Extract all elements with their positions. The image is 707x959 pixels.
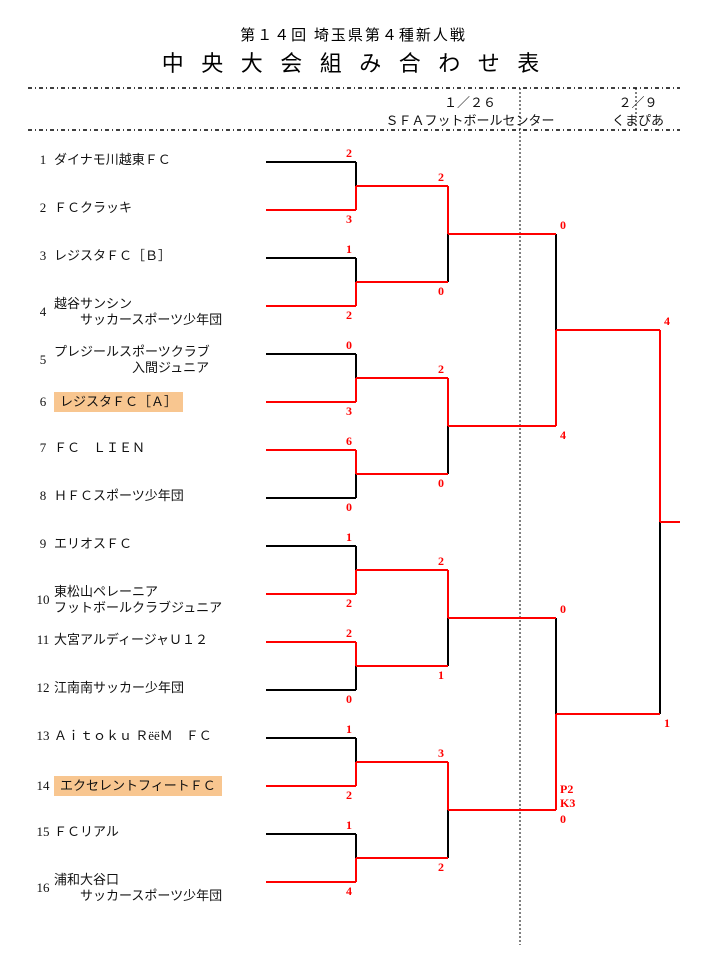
team-row-9: 9エリオスＦＣ [32, 536, 132, 552]
r1-s-bot-7: 4 [346, 884, 352, 899]
seed-15: 15 [32, 824, 54, 840]
r1-s-top-7: 1 [346, 818, 352, 833]
team-name-2: ＦＣクラッキ [54, 200, 132, 216]
seed-2: 2 [32, 200, 54, 216]
team-row-16: 16浦和大谷口 サッカースポーツ少年団 [32, 872, 222, 903]
seed-1: 1 [32, 152, 54, 168]
team-name-5: プレジールスポーツクラブ 入間ジュニア [54, 344, 210, 375]
r3-pk-bot-1: K3 [560, 796, 575, 811]
team-row-7: 7ＦＣ ＬＩＥＮ [32, 440, 145, 456]
seed-4: 4 [32, 304, 54, 320]
seed-3: 3 [32, 248, 54, 264]
r1-s-bot-0: 3 [346, 212, 352, 227]
seed-9: 9 [32, 536, 54, 552]
team-name-16: 浦和大谷口 サッカースポーツ少年団 [54, 872, 222, 903]
seed-13: 13 [32, 728, 54, 744]
r1-s-bot-6: 2 [346, 788, 352, 803]
seed-12: 12 [32, 680, 54, 696]
round-date-0: １／２６ [360, 92, 580, 111]
team-name-10: 東松山ペレーニア フットボールクラブジュニア [54, 584, 222, 615]
team-row-5: 5プレジールスポーツクラブ 入間ジュニア [32, 344, 210, 375]
team-name-14: エクセレントフィートＦＣ [54, 776, 222, 796]
team-row-10: 10東松山ペレーニア フットボールクラブジュニア [32, 584, 222, 615]
seed-5: 5 [32, 352, 54, 368]
r2-s-bot-0: 0 [438, 284, 444, 299]
r3-s-bot-1: 0 [560, 812, 566, 827]
team-row-12: 12江南南サッカー少年団 [32, 680, 184, 696]
r1-s-bot-5: 0 [346, 692, 352, 707]
r3-s-top-1: 0 [560, 602, 566, 617]
r2-s-bot-2: 1 [438, 668, 444, 683]
team-name-9: エリオスＦＣ [54, 536, 132, 552]
r3-pk-top-1: P2 [560, 782, 573, 797]
r1-s-top-1: 1 [346, 242, 352, 257]
round-venue-1: くまぴあ [578, 110, 698, 129]
team-name-4: 越谷サンシン サッカースポーツ少年団 [54, 296, 222, 327]
r4-s-top-0: 4 [664, 314, 670, 329]
bracket-lines [0, 0, 707, 959]
seed-14: 14 [32, 778, 54, 794]
seed-6: 6 [32, 394, 54, 410]
team-row-3: 3レジスタＦＣ［Ｂ］ [32, 248, 171, 264]
team-name-1: ダイナモ川越東ＦＣ [54, 152, 171, 168]
seed-8: 8 [32, 488, 54, 504]
team-row-11: 11大宮アルディージャＵ１２ [32, 632, 208, 648]
r3-s-top-0: 0 [560, 218, 566, 233]
r2-s-top-2: 2 [438, 554, 444, 569]
r1-s-bot-1: 2 [346, 308, 352, 323]
team-row-13: 13Ａｉｔｏｋｕ ＲёёＭ ＦＣ [32, 728, 212, 744]
team-row-14: 14エクセレントフィートＦＣ [32, 776, 222, 796]
r1-s-top-3: 6 [346, 434, 352, 449]
team-row-4: 4越谷サンシン サッカースポーツ少年団 [32, 296, 222, 327]
round-venue-0: ＳＦＡフットボールセンター [360, 110, 580, 129]
r1-s-top-2: 0 [346, 338, 352, 353]
round-date-1: ２／９ [578, 92, 698, 111]
team-row-8: 8ＨＦＣスポーツ少年団 [32, 488, 184, 504]
r3-s-bot-0: 4 [560, 428, 566, 443]
r2-s-top-0: 2 [438, 170, 444, 185]
team-name-12: 江南南サッカー少年団 [54, 680, 184, 696]
team-name-7: ＦＣ ＬＩＥＮ [54, 440, 145, 456]
r1-s-top-5: 2 [346, 626, 352, 641]
r2-s-top-1: 2 [438, 362, 444, 377]
r4-s-bot-0: 1 [664, 716, 670, 731]
r1-s-top-4: 1 [346, 530, 352, 545]
team-row-6: 6レジスタＦＣ［Ａ］ [32, 392, 183, 412]
team-name-3: レジスタＦＣ［Ｂ］ [54, 248, 171, 264]
r1-s-bot-2: 3 [346, 404, 352, 419]
seed-11: 11 [32, 632, 54, 648]
r2-s-top-3: 3 [438, 746, 444, 761]
team-row-1: 1ダイナモ川越東ＦＣ [32, 152, 171, 168]
seed-16: 16 [32, 880, 54, 896]
team-row-15: 15ＦＣリアル [32, 824, 119, 840]
team-name-11: 大宮アルディージャＵ１２ [54, 632, 208, 648]
team-name-13: Ａｉｔｏｋｕ ＲёёＭ ＦＣ [54, 728, 212, 744]
r2-s-bot-1: 0 [438, 476, 444, 491]
team-name-6: レジスタＦＣ［Ａ］ [54, 392, 183, 412]
team-row-2: 2ＦＣクラッキ [32, 200, 132, 216]
r1-s-top-0: 2 [346, 146, 352, 161]
r1-s-bot-4: 2 [346, 596, 352, 611]
team-name-8: ＨＦＣスポーツ少年団 [54, 488, 184, 504]
r2-s-bot-3: 2 [438, 860, 444, 875]
r1-s-bot-3: 0 [346, 500, 352, 515]
seed-7: 7 [32, 440, 54, 456]
team-name-15: ＦＣリアル [54, 824, 119, 840]
seed-10: 10 [32, 592, 54, 608]
r1-s-top-6: 1 [346, 722, 352, 737]
